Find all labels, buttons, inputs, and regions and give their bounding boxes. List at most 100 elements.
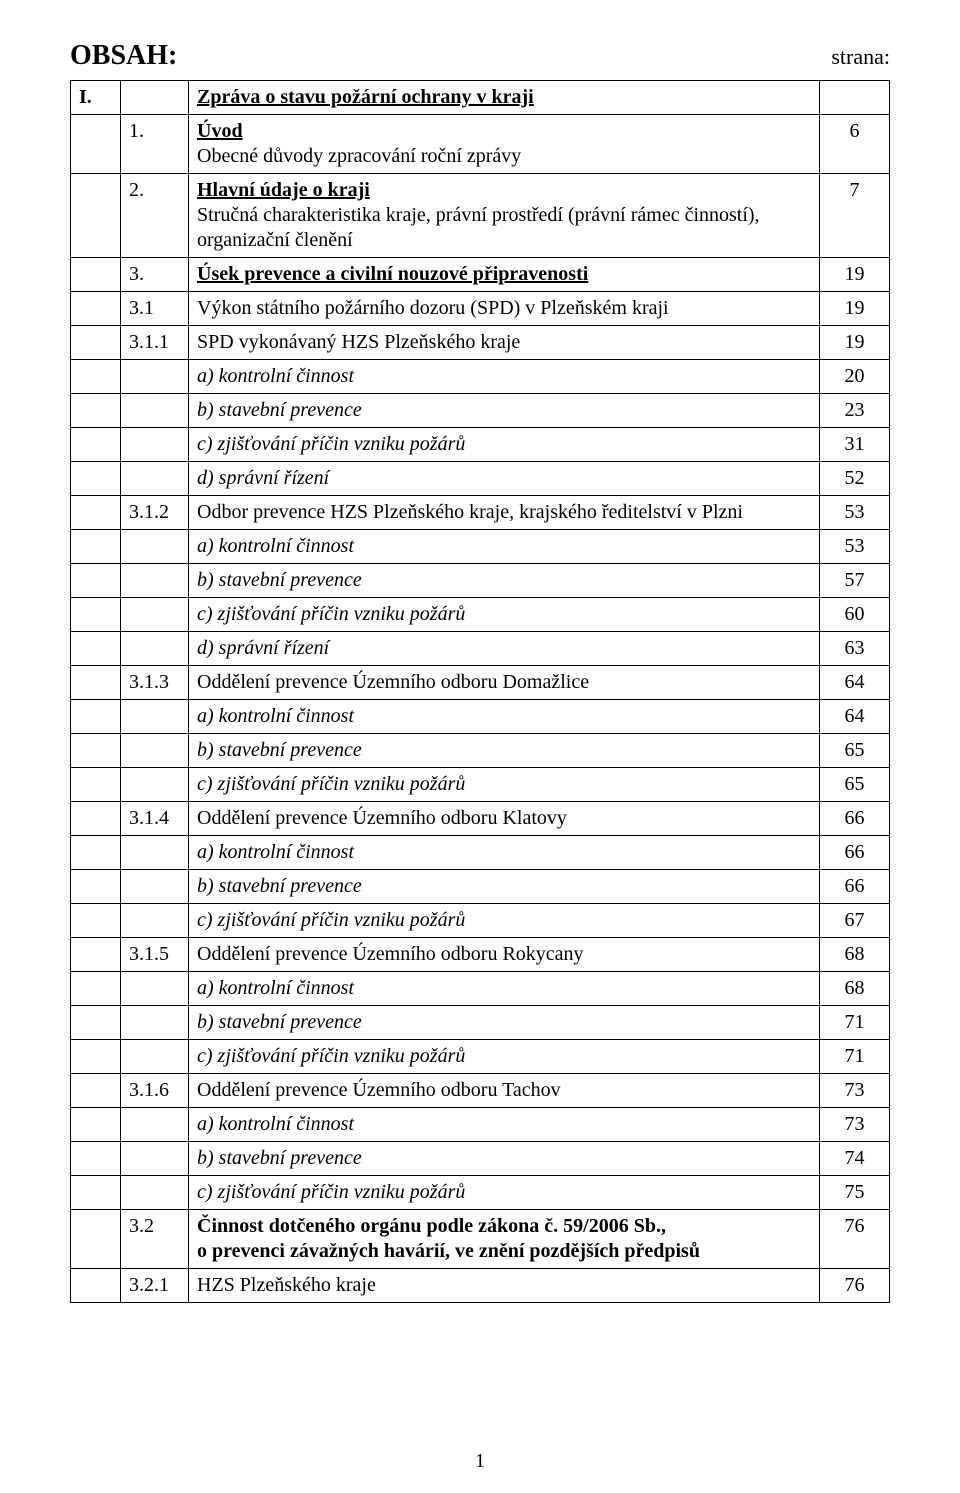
document-page: OBSAH: strana: I.Zpráva o stavu požární … xyxy=(0,0,960,1493)
toc-page: 75 xyxy=(820,1176,890,1210)
toc-col1 xyxy=(71,326,121,360)
toc-col2 xyxy=(121,700,189,734)
toc-col1 xyxy=(71,292,121,326)
toc-col2 xyxy=(121,1006,189,1040)
toc-col2 xyxy=(121,870,189,904)
toc-col2 xyxy=(121,1108,189,1142)
table-row: 3.1.5Oddělení prevence Územního odboru R… xyxy=(71,938,890,972)
toc-text: c) zjišťování příčin vzniku požárů xyxy=(189,768,820,802)
toc-text: a) kontrolní činnost xyxy=(189,836,820,870)
toc-col2: 3.1.4 xyxy=(121,802,189,836)
toc-col1 xyxy=(71,115,121,174)
toc-page: 19 xyxy=(820,258,890,292)
toc-col1 xyxy=(71,1074,121,1108)
toc-col1 xyxy=(71,802,121,836)
toc-page: 76 xyxy=(820,1210,890,1269)
table-row: 3.1.3Oddělení prevence Územního odboru D… xyxy=(71,666,890,700)
toc-col2 xyxy=(121,360,189,394)
toc-page: 19 xyxy=(820,326,890,360)
toc-col1 xyxy=(71,1040,121,1074)
toc-col1 xyxy=(71,904,121,938)
toc-page: 66 xyxy=(820,870,890,904)
toc-page: 53 xyxy=(820,496,890,530)
toc-page: 31 xyxy=(820,428,890,462)
toc-text: Oddělení prevence Územního odboru Rokyca… xyxy=(189,938,820,972)
toc-page: 63 xyxy=(820,632,890,666)
toc-col2: 3.2.1 xyxy=(121,1269,189,1303)
toc-text: b) stavební prevence xyxy=(189,394,820,428)
toc-col1 xyxy=(71,428,121,462)
toc-col1 xyxy=(71,258,121,292)
toc-text: b) stavební prevence xyxy=(189,734,820,768)
toc-col2: 3. xyxy=(121,258,189,292)
toc-col2: 3.1.1 xyxy=(121,326,189,360)
toc-col1 xyxy=(71,530,121,564)
toc-col2: 3.1.3 xyxy=(121,666,189,700)
table-row: 3.1.2Odbor prevence HZS Plzeňského kraje… xyxy=(71,496,890,530)
toc-text: SPD vykonávaný HZS Plzeňského kraje xyxy=(189,326,820,360)
toc-col1: I. xyxy=(71,81,121,115)
toc-col2 xyxy=(121,1176,189,1210)
table-row: a) kontrolní činnost64 xyxy=(71,700,890,734)
toc-col1 xyxy=(71,632,121,666)
table-row: 3.Úsek prevence a civilní nouzové připra… xyxy=(71,258,890,292)
toc-text: b) stavební prevence xyxy=(189,564,820,598)
toc-text: HZS Plzeňského kraje xyxy=(189,1269,820,1303)
toc-page: 66 xyxy=(820,836,890,870)
table-row: a) kontrolní činnost66 xyxy=(71,836,890,870)
toc-text: b) stavební prevence xyxy=(189,1142,820,1176)
toc-col1 xyxy=(71,394,121,428)
table-row: 2.Hlavní údaje o krajiStručná charakteri… xyxy=(71,174,890,258)
toc-text: Oddělení prevence Územního odboru Tachov xyxy=(189,1074,820,1108)
toc-col1 xyxy=(71,1006,121,1040)
toc-col1 xyxy=(71,360,121,394)
table-row: c) zjišťování příčin vzniku požárů67 xyxy=(71,904,890,938)
toc-text: Odbor prevence HZS Plzeňského kraje, kra… xyxy=(189,496,820,530)
toc-page: 6 xyxy=(820,115,890,174)
toc-col1 xyxy=(71,700,121,734)
toc-page: 76 xyxy=(820,1269,890,1303)
toc-col1 xyxy=(71,174,121,258)
toc-page: 73 xyxy=(820,1108,890,1142)
toc-col1 xyxy=(71,870,121,904)
toc-col1 xyxy=(71,1269,121,1303)
table-row: 3.1Výkon státního požárního dozoru (SPD)… xyxy=(71,292,890,326)
toc-text: d) správní řízení xyxy=(189,462,820,496)
toc-col1 xyxy=(71,666,121,700)
toc-page: 65 xyxy=(820,768,890,802)
toc-col1 xyxy=(71,1210,121,1269)
toc-text: c) zjišťování příčin vzniku požárů xyxy=(189,598,820,632)
toc-col1 xyxy=(71,972,121,1006)
toc-text: c) zjišťování příčin vzniku požárů xyxy=(189,904,820,938)
toc-page: 64 xyxy=(820,700,890,734)
table-row: a) kontrolní činnost20 xyxy=(71,360,890,394)
toc-page: 7 xyxy=(820,174,890,258)
toc-col1 xyxy=(71,1176,121,1210)
table-row: c) zjišťování příčin vzniku požárů71 xyxy=(71,1040,890,1074)
toc-page: 66 xyxy=(820,802,890,836)
toc-col2: 3.1 xyxy=(121,292,189,326)
table-row: b) stavební prevence71 xyxy=(71,1006,890,1040)
toc-page: 68 xyxy=(820,972,890,1006)
toc-page: 71 xyxy=(820,1006,890,1040)
toc-col1 xyxy=(71,496,121,530)
table-row: 3.1.4Oddělení prevence Územního odboru K… xyxy=(71,802,890,836)
toc-text: a) kontrolní činnost xyxy=(189,700,820,734)
table-row: I.Zpráva o stavu požární ochrany v kraji xyxy=(71,81,890,115)
table-row: c) zjišťování příčin vzniku požárů75 xyxy=(71,1176,890,1210)
toc-col2 xyxy=(121,394,189,428)
toc-page: 68 xyxy=(820,938,890,972)
table-row: b) stavební prevence57 xyxy=(71,564,890,598)
toc-page: 64 xyxy=(820,666,890,700)
table-row: a) kontrolní činnost68 xyxy=(71,972,890,1006)
toc-col2 xyxy=(121,904,189,938)
toc-col2: 3.2 xyxy=(121,1210,189,1269)
toc-col2 xyxy=(121,768,189,802)
table-row: a) kontrolní činnost73 xyxy=(71,1108,890,1142)
table-row: 3.2Činnost dotčeného orgánu podle zákona… xyxy=(71,1210,890,1269)
toc-text: a) kontrolní činnost xyxy=(189,1108,820,1142)
toc-text: ÚvodObecné důvody zpracování roční zpráv… xyxy=(189,115,820,174)
page-number: 1 xyxy=(0,1450,960,1473)
toc-col1 xyxy=(71,768,121,802)
toc-page: 57 xyxy=(820,564,890,598)
